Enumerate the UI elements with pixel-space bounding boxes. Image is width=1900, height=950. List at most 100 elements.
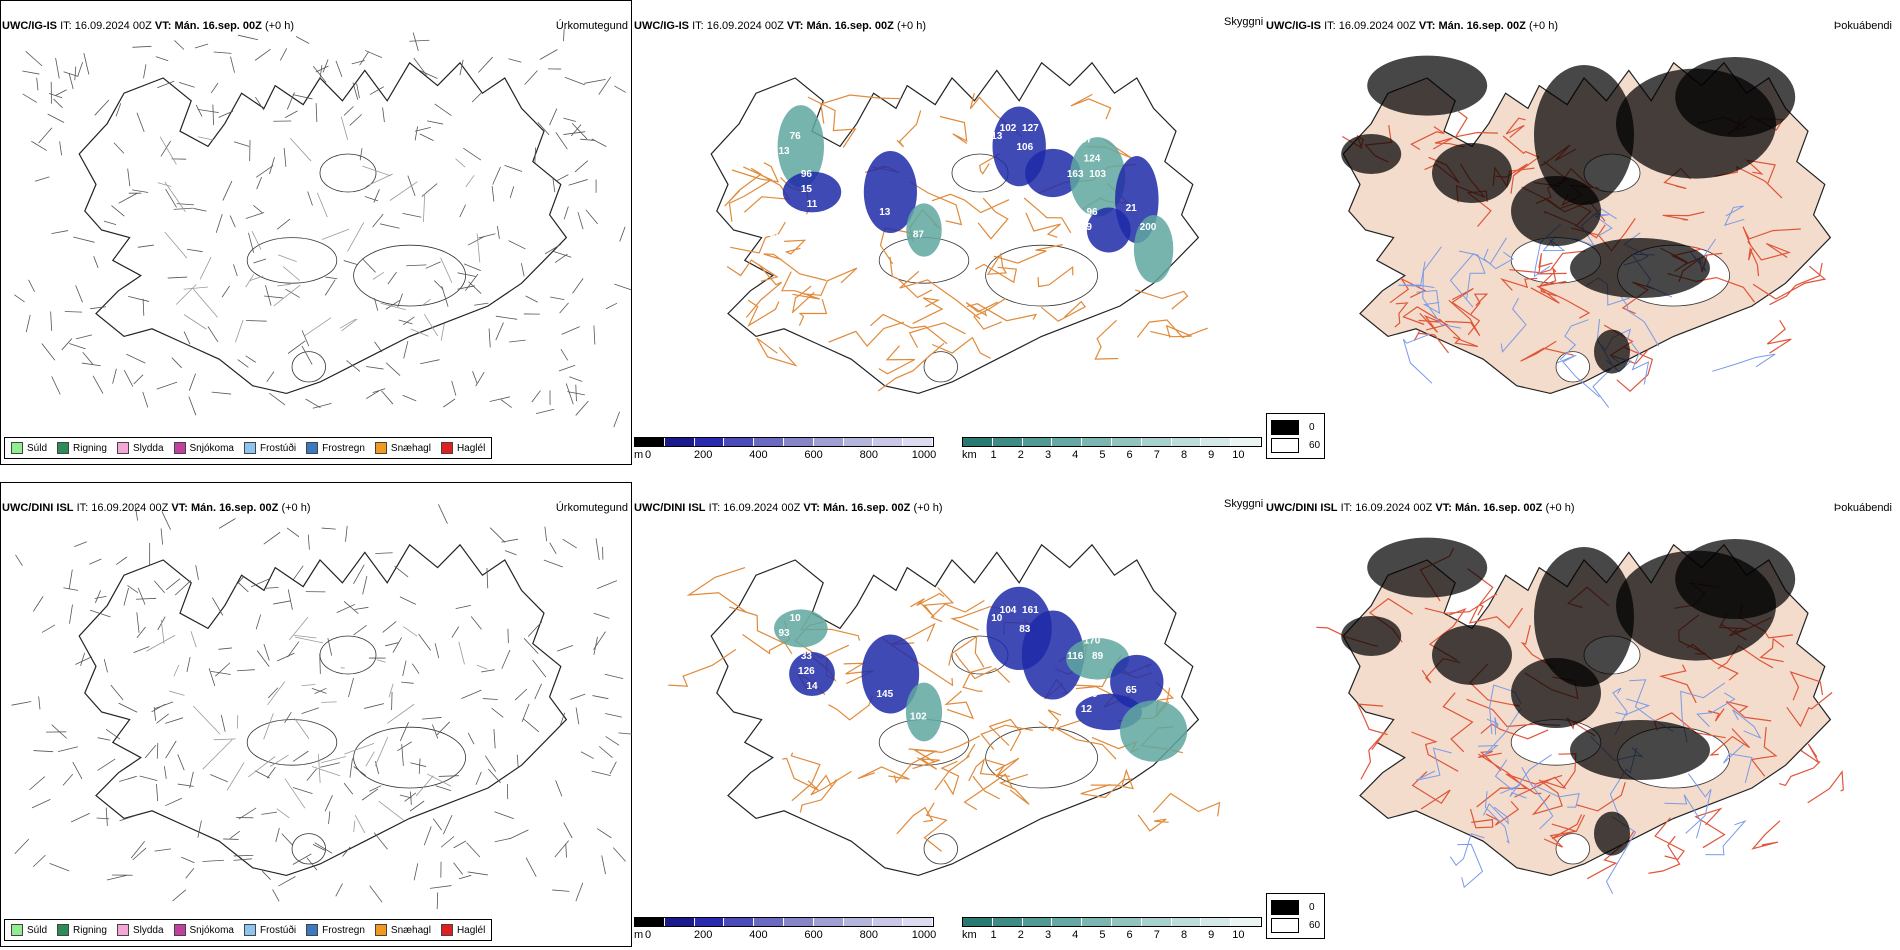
wind-barb <box>301 345 313 365</box>
wind-barb <box>353 766 367 776</box>
road-line <box>440 323 445 341</box>
road-line <box>294 718 310 739</box>
panel-name: Skyggni <box>1224 498 1264 510</box>
legend-item: Frostúði <box>243 442 296 454</box>
road-line <box>316 192 328 218</box>
river-line <box>1559 319 1589 361</box>
wind-barb <box>488 768 501 784</box>
wind-barb <box>74 541 87 547</box>
station-value: 104 <box>1000 605 1017 616</box>
wind-barb <box>142 298 145 316</box>
wind-barb <box>130 840 145 859</box>
station-value: 89 <box>1092 651 1104 662</box>
colorbar-segment <box>724 918 755 926</box>
wind-barb <box>443 814 453 835</box>
wind-barb <box>500 399 512 408</box>
fog-area <box>1511 176 1601 246</box>
wind-barb <box>33 750 54 753</box>
road-line <box>190 631 197 648</box>
river-line <box>1483 248 1514 270</box>
wind-barb <box>103 220 117 225</box>
panel-name: Úrkomutegund <box>555 502 628 514</box>
wind-barb <box>359 148 363 161</box>
road-line <box>980 724 1034 750</box>
road-line <box>930 599 985 623</box>
road-line <box>973 297 1007 330</box>
glacier-outline <box>923 833 958 865</box>
wind-barb <box>211 391 232 395</box>
wind-barb <box>401 681 414 684</box>
wind-barb <box>14 838 30 854</box>
road-line <box>1747 240 1792 261</box>
road-line <box>1090 768 1134 790</box>
wind-barb <box>112 368 117 384</box>
station-value: 21 <box>1126 203 1138 214</box>
wind-barb <box>570 124 582 137</box>
wind-barb <box>181 856 195 864</box>
road-line <box>1394 302 1409 328</box>
colorbar-tick: 5 <box>1099 449 1106 461</box>
station-value: 116 <box>1067 651 1084 662</box>
road-line <box>909 181 963 226</box>
road-line <box>304 317 332 337</box>
road-line <box>791 285 815 314</box>
road-line <box>1541 753 1577 789</box>
wind-barb <box>137 587 146 605</box>
road-line <box>726 259 779 282</box>
station-value: 200 <box>1140 222 1157 233</box>
colorbar-tick: 200 <box>694 449 713 461</box>
wind-barb <box>406 264 427 267</box>
colorbar-segment <box>1111 918 1142 926</box>
road-line <box>1038 709 1062 732</box>
wind-barb <box>555 132 568 150</box>
glacier-outline <box>291 833 326 865</box>
station-value: 106 <box>1016 142 1033 153</box>
wind-barb <box>165 188 177 208</box>
wind-barb <box>254 48 271 61</box>
station-value: 87 <box>913 230 925 241</box>
road-line <box>1410 126 1445 151</box>
station-value: 44 <box>1126 131 1138 142</box>
road-line <box>899 270 981 320</box>
wind-barb <box>174 40 185 50</box>
road-line <box>202 739 233 770</box>
wind-barb <box>250 577 272 588</box>
road-line <box>1451 287 1481 336</box>
wind-barb <box>62 774 74 786</box>
road-line <box>339 318 356 329</box>
fog-area <box>1432 143 1512 203</box>
road-line <box>1694 807 1726 849</box>
wind-barb <box>489 527 506 543</box>
wind-barb <box>189 771 194 789</box>
wind-barb <box>111 205 125 217</box>
station-value: 13 <box>778 146 790 157</box>
wind-barb <box>496 226 500 239</box>
panel-visibility-row1: UWC/IG-IS IT: 16.09.2024 00Z VT: Mán. 16… <box>632 0 1264 465</box>
wind-barb <box>123 369 134 387</box>
wind-barb <box>306 857 318 871</box>
road-line <box>320 756 347 764</box>
road-line <box>290 138 312 162</box>
wind-barb <box>336 603 356 614</box>
wind-barb <box>494 838 511 843</box>
wind-barb <box>392 637 403 653</box>
wind-barb <box>70 812 90 823</box>
wind-barb <box>283 147 287 167</box>
station-value: 65 <box>1126 685 1138 696</box>
glacier-outline <box>985 244 1099 307</box>
station-value: 83 <box>1019 624 1031 635</box>
legend-swatch <box>306 442 319 454</box>
road-line <box>781 271 820 300</box>
legend-label: 60 <box>1309 439 1321 451</box>
glacier-outline <box>353 244 467 307</box>
wind-barb <box>75 285 83 303</box>
wind-barb <box>28 279 35 293</box>
station-value: 87 <box>1081 135 1093 146</box>
wind-barb <box>397 293 403 308</box>
road-line <box>1759 637 1785 663</box>
legend-swatch <box>116 924 129 936</box>
wind-barb <box>253 258 267 264</box>
wind-barb <box>440 836 455 848</box>
wind-barb <box>208 668 216 687</box>
